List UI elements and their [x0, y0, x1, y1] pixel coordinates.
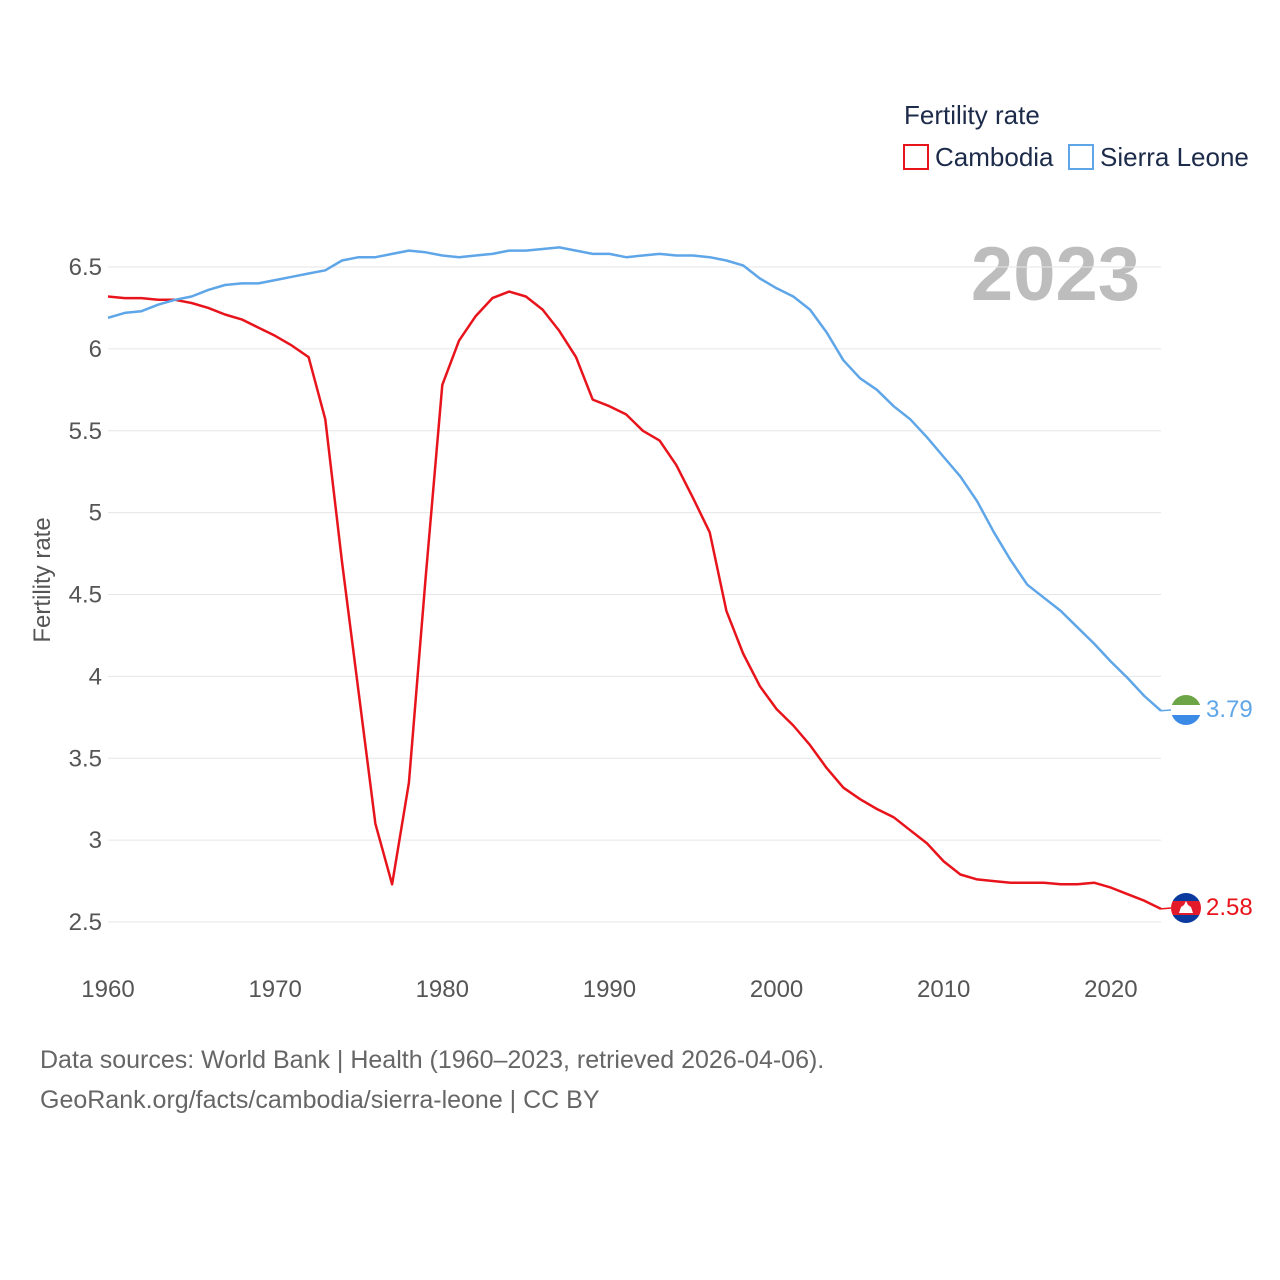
- legend-label-cambodia: Cambodia: [935, 142, 1054, 172]
- legend-swatch-cambodia: [903, 144, 929, 170]
- footer: Data sources: World Bank | Health (1960–…: [40, 1040, 824, 1120]
- y-tick-label: 6.5: [69, 254, 102, 281]
- x-tick-label: 2020: [1084, 976, 1137, 1003]
- legend-swatch-sierra-leone: [1068, 144, 1094, 170]
- year-label: 2023: [971, 232, 1140, 317]
- legend-item-sierra-leone[interactable]: Sierra Leone: [1068, 142, 1249, 172]
- cambodia-flag-icon: [1171, 893, 1201, 923]
- legend-item-cambodia[interactable]: Cambodia: [903, 142, 1054, 172]
- legend-title: Fertility rate: [904, 100, 1040, 130]
- fertility-rate-chart: Fertility rate Cambodia Sierra Leone 202…: [29, 100, 1253, 1003]
- legend-label-sierra-leone: Sierra Leone: [1100, 142, 1249, 172]
- y-tick-label: 5.5: [69, 418, 102, 445]
- y-tick-label: 3: [89, 827, 102, 854]
- end-label-cambodia: 2.58: [1206, 894, 1253, 921]
- series-line-cambodia: [107, 290, 1162, 911]
- y-tick-label: 3.5: [69, 745, 102, 772]
- end-connector-sierra-leone: [1160, 709, 1172, 712]
- x-tick-label: 2010: [917, 976, 970, 1003]
- end-connector-cambodia: [1160, 907, 1172, 910]
- y-axis-title: Fertility rate: [29, 517, 56, 642]
- y-tick-label: 5: [89, 500, 102, 527]
- x-tick-label: 1970: [248, 976, 301, 1003]
- y-tick-label: 6: [89, 336, 102, 363]
- sierra-leone-flag-icon: [1171, 695, 1201, 725]
- y-tick-label: 4.5: [69, 582, 102, 609]
- grid-lines: [108, 266, 1161, 923]
- y-tick-label: 4: [89, 663, 102, 690]
- x-tick-label: 2000: [750, 976, 803, 1003]
- attribution-link[interactable]: GeoRank.org/facts/cambodia/sierra-leone …: [40, 1086, 600, 1114]
- x-tick-label: 1980: [416, 976, 469, 1003]
- data-source-text: Data sources: World Bank | Health (1960–…: [40, 1046, 825, 1074]
- end-label-sierra-leone: 3.79: [1206, 696, 1253, 723]
- x-tick-label: 1960: [81, 976, 134, 1003]
- series-line-sierra-leone: [107, 246, 1162, 712]
- y-tick-label: 2.5: [69, 909, 102, 936]
- x-tick-label: 1990: [583, 976, 636, 1003]
- x-axis-ticks: 1960 1970 1980 1990 2000 2010 2020: [81, 976, 1137, 1003]
- y-axis-ticks: 2.5 3 3.5 4 4.5 5 5.5 6 6.5: [69, 254, 102, 936]
